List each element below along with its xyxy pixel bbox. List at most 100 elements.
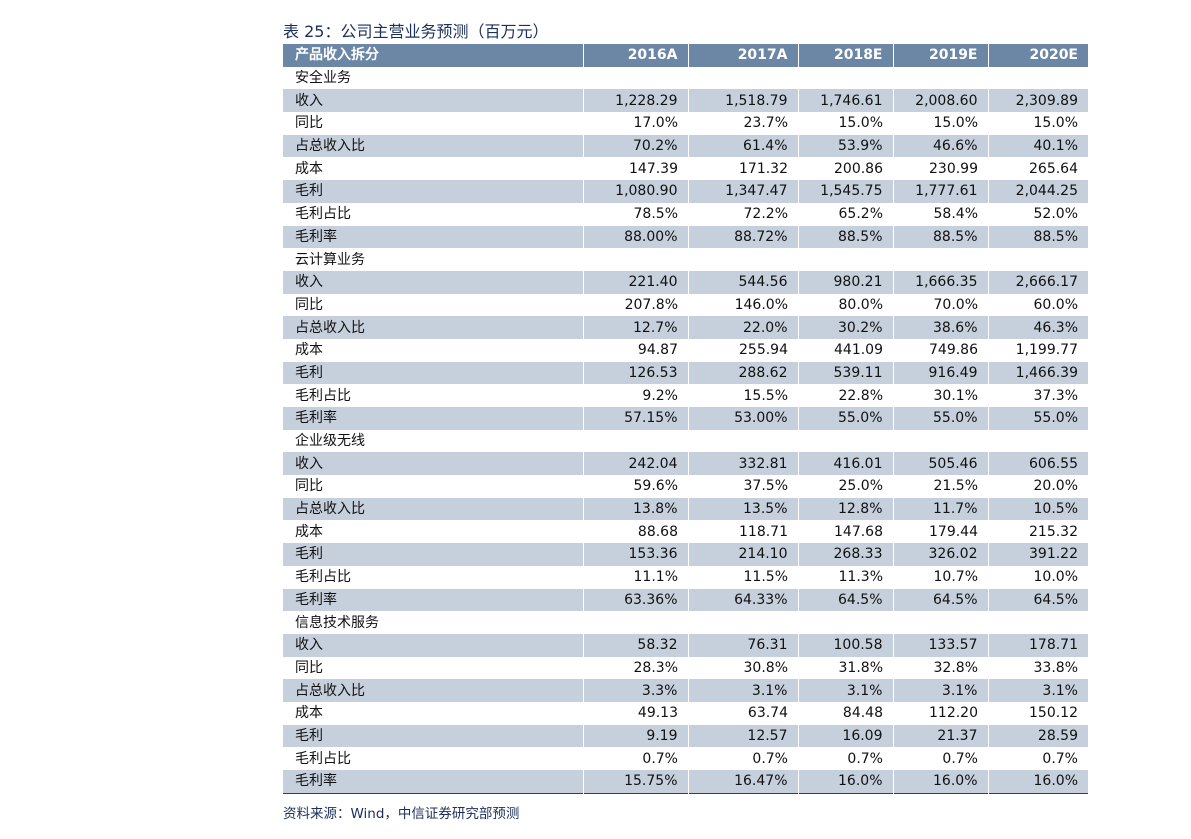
table-cell: 28.59 [1037,727,1078,744]
table-cell [893,430,988,453]
table-cell [583,611,688,634]
table-cell: 65.2% [838,206,883,223]
table-row: 毛利率 15.75% 16.47% 16.0% 16.0% 16.0% [283,770,1088,794]
table-cell: 1,080.90 [583,180,689,203]
table-cell: 30.2% [798,316,894,339]
table-cell: 3.1% [1042,682,1078,699]
table-cell: 88.00% [583,225,689,249]
table-row: 毛利 1,080.90 1,347.47 1,545.75 1,777.61 2,044.… [283,180,1088,203]
table-cell: 63.36% [583,588,689,612]
table-cell: 265.64 [1029,160,1078,177]
table-cell [893,611,988,634]
table-cell: 22.8% [838,387,883,404]
table-cell: 214.10 [688,543,799,566]
table-cell: 37.5% [743,478,788,495]
table-cell: 59.6% [633,478,678,495]
table-row: 毛利 153.36 214.10 268.33 326.02 391.22 [283,543,1088,566]
table-cell: 60.0% [1033,296,1078,313]
table-cell: 23.7% [743,115,788,132]
row-label: 毛利占比 [295,569,351,586]
table-cell: 1,777.61 [893,180,989,203]
table-cell: 88.68 [637,523,678,540]
table-cell: 147.39 [629,160,678,177]
table-cell [798,248,893,271]
table-cell: 12.57 [688,724,799,748]
table-cell: 332.81 [688,452,799,476]
table-cell: 980.21 [798,270,894,294]
header-year: 2017A [688,44,799,67]
table-cell: 3.1% [688,679,799,702]
section-row: 信息技术服务 [283,611,1088,634]
table-cell: 10.0% [1033,569,1078,586]
table-header-row: 产品收入拆分 2016A 2017A 2018E 2019E 2020E [283,44,1088,67]
table-cell: 3.1% [893,679,989,702]
table-title: 表 25：公司主营业务预测（百万元） [283,22,549,41]
table-cell: 1,228.29 [583,89,689,113]
table-cell [988,611,1088,634]
table-cell: 147.68 [834,523,883,540]
section-label: 云计算业务 [295,251,365,268]
row-label: 成本 [295,342,323,359]
table-cell: 230.99 [929,160,978,177]
table-cell: 1,347.47 [688,180,799,203]
row-label: 占总收入比 [283,134,584,158]
table-row: 占总收入比 13.8% 13.5% 12.8% 11.7% 10.5% [283,497,1088,521]
table-cell [583,430,688,453]
row-label: 收入 [283,633,584,657]
table-cell: 416.01 [798,452,894,476]
table-cell: 179.44 [929,523,978,540]
table-row: 成本 88.68 118.71 147.68 179.44 215.32 [283,520,1088,543]
table-cell: 3.3% [583,679,689,702]
row-label: 同比 [295,659,323,676]
table-cell: 10.5% [1033,501,1078,518]
table-cell: 11.1% [633,569,678,586]
table-cell: 391.22 [1029,546,1078,563]
table-row: 收入 242.04 332.81 416.01 505.46 606.55 [283,452,1088,476]
table-cell [583,248,688,271]
table-body: 安全业务 收入 1,228.29 1,518.79 1,746.61 2,008.60 2,… [283,67,1088,794]
table-cell: 126.53 [583,361,689,385]
table-cell: 133.57 [893,633,989,657]
header-label: 产品收入拆分 [283,44,584,67]
table-row: 同比 17.0% 23.7% 15.0% 15.0% 15.0% [283,112,1088,135]
section-row: 企业级无线 [283,430,1088,453]
table-cell: 52.0% [1033,206,1078,223]
row-label: 毛利率 [283,225,584,249]
table-cell: 153.36 [583,543,689,566]
table-cell: 9.19 [583,724,689,748]
section-label: 企业级无线 [295,433,365,450]
row-label: 收入 [283,89,584,113]
row-label: 毛利占比 [295,750,351,767]
table-cell: 53.00% [688,407,799,430]
table-cell: 37.3% [1033,387,1078,404]
table-cell: 215.32 [1029,523,1078,540]
table-cell: 31.8% [838,659,883,676]
table-cell: 12.7% [583,316,689,339]
table-cell: 33.8% [1033,659,1078,676]
table-cell: 221.40 [583,270,689,294]
table-cell: 12.8% [798,497,894,521]
row-label: 毛利率 [283,588,584,612]
table-cell [688,248,798,271]
table-cell: 38.6% [893,316,989,339]
row-label: 占总收入比 [283,679,584,702]
table-row: 收入 58.32 76.31 100.58 133.57 178.71 [283,633,1088,657]
table-cell: 15.0% [933,115,978,132]
table-cell: 1,518.79 [688,89,799,113]
table-cell: 3.1% [798,679,894,702]
table-cell: 0.7% [847,750,883,767]
table-row: 占总收入比 12.7% 22.0% 30.2% 38.6% 46.3% [283,316,1088,339]
row-label: 毛利 [283,724,584,748]
row-label: 同比 [295,115,323,132]
table-cell: 11.3% [838,569,883,586]
table-cell [688,430,798,453]
table-cell: 64.33% [688,588,799,612]
table-cell: 64.5% [798,588,894,612]
table-cell: 11.5% [743,569,788,586]
header-year: 2018E [798,44,894,67]
table-cell: 0.7% [942,750,978,767]
section-label: 安全业务 [295,70,351,87]
table-row: 毛利占比 11.1% 11.5% 11.3% 10.7% 10.0% [283,566,1088,589]
table-cell: 16.0% [893,770,989,794]
table-cell: 16.47% [688,770,799,794]
